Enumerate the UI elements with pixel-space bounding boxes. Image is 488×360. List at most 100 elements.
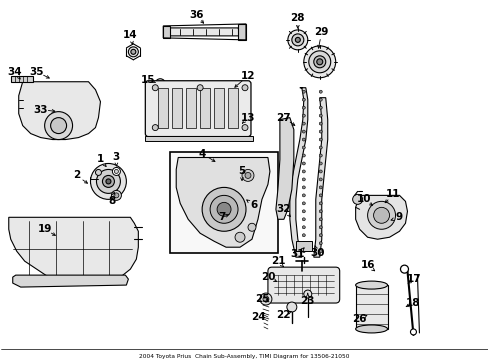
Circle shape <box>313 56 325 68</box>
Bar <box>11 76 33 82</box>
Text: 18: 18 <box>406 298 420 308</box>
Text: 19: 19 <box>38 224 52 234</box>
Circle shape <box>260 293 271 305</box>
Text: 21: 21 <box>270 256 285 266</box>
Circle shape <box>319 234 322 237</box>
Text: 30: 30 <box>310 248 325 258</box>
Text: 2004 Toyota Prius  Chain Sub-Assembly, TIMI Diagram for 13506-21050: 2004 Toyota Prius Chain Sub-Assembly, TI… <box>139 354 348 359</box>
Circle shape <box>106 179 111 184</box>
Text: 5: 5 <box>238 166 245 176</box>
Circle shape <box>302 146 305 149</box>
Circle shape <box>319 90 322 93</box>
Text: 3: 3 <box>113 153 120 162</box>
Circle shape <box>302 170 305 173</box>
Circle shape <box>287 30 307 50</box>
Circle shape <box>242 85 247 91</box>
Text: 7: 7 <box>218 212 225 222</box>
Circle shape <box>319 170 322 173</box>
Circle shape <box>319 226 322 229</box>
Text: 22: 22 <box>276 310 290 320</box>
Circle shape <box>302 130 305 133</box>
Circle shape <box>319 162 322 165</box>
Circle shape <box>291 34 303 46</box>
Circle shape <box>409 329 416 335</box>
Circle shape <box>302 162 305 165</box>
Text: 29: 29 <box>314 27 328 37</box>
Circle shape <box>302 250 305 253</box>
Circle shape <box>319 242 322 245</box>
Bar <box>227 88 238 127</box>
Circle shape <box>319 210 322 213</box>
Circle shape <box>111 190 121 201</box>
Circle shape <box>302 234 305 237</box>
Polygon shape <box>176 157 269 247</box>
Text: 20: 20 <box>260 272 275 282</box>
Circle shape <box>302 202 305 205</box>
Polygon shape <box>165 28 241 36</box>
Text: 13: 13 <box>240 113 255 123</box>
Circle shape <box>308 51 330 73</box>
Bar <box>186 88 196 127</box>
Text: 15: 15 <box>141 75 155 85</box>
Circle shape <box>295 37 300 42</box>
Circle shape <box>302 106 305 109</box>
Circle shape <box>319 98 322 101</box>
Circle shape <box>114 170 118 174</box>
Circle shape <box>319 194 322 197</box>
Polygon shape <box>238 24 245 40</box>
Circle shape <box>319 186 322 189</box>
Text: 24: 24 <box>250 312 264 322</box>
Polygon shape <box>275 118 293 219</box>
Circle shape <box>155 79 165 89</box>
Text: 10: 10 <box>356 194 370 204</box>
Circle shape <box>319 146 322 149</box>
Circle shape <box>367 201 395 229</box>
Circle shape <box>302 194 305 197</box>
Circle shape <box>302 138 305 141</box>
Text: 2: 2 <box>73 170 80 180</box>
Bar <box>172 88 182 127</box>
Circle shape <box>217 202 230 216</box>
Circle shape <box>51 118 66 134</box>
Circle shape <box>303 46 335 78</box>
Text: 35: 35 <box>29 67 44 77</box>
Circle shape <box>316 59 322 65</box>
Circle shape <box>319 250 322 253</box>
Bar <box>355 285 387 329</box>
Circle shape <box>302 98 305 101</box>
Polygon shape <box>19 82 100 140</box>
Circle shape <box>152 125 158 131</box>
Circle shape <box>302 154 305 157</box>
Circle shape <box>373 207 389 223</box>
Text: 1: 1 <box>97 154 104 165</box>
Text: 12: 12 <box>240 71 255 81</box>
Circle shape <box>302 90 305 93</box>
Text: 32: 32 <box>276 204 290 214</box>
Text: 34: 34 <box>7 67 22 77</box>
Circle shape <box>319 154 322 157</box>
Text: 26: 26 <box>352 314 366 324</box>
Circle shape <box>235 232 244 242</box>
Polygon shape <box>313 98 327 257</box>
Text: 4: 4 <box>198 149 205 158</box>
Circle shape <box>112 167 120 175</box>
Circle shape <box>242 125 247 131</box>
Circle shape <box>210 195 238 223</box>
Text: 11: 11 <box>386 189 400 199</box>
Text: 9: 9 <box>395 212 402 222</box>
Text: 8: 8 <box>108 196 116 206</box>
Circle shape <box>244 172 250 179</box>
Circle shape <box>95 170 101 175</box>
Circle shape <box>286 302 296 312</box>
Polygon shape <box>355 195 407 239</box>
Circle shape <box>302 178 305 181</box>
Circle shape <box>152 85 158 91</box>
Circle shape <box>302 226 305 229</box>
Circle shape <box>352 194 362 204</box>
Text: 33: 33 <box>33 105 48 114</box>
Bar <box>200 88 210 127</box>
Circle shape <box>247 223 255 231</box>
Circle shape <box>302 210 305 213</box>
Polygon shape <box>289 88 307 257</box>
Text: 17: 17 <box>407 274 421 284</box>
